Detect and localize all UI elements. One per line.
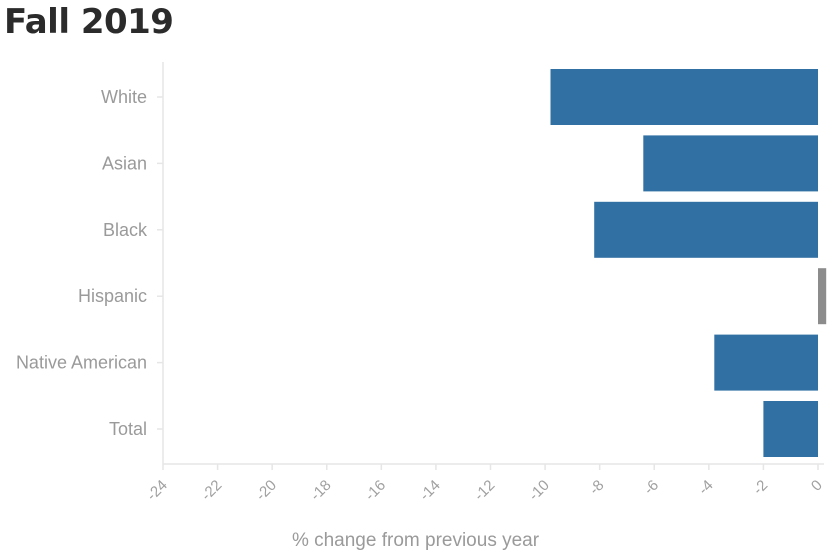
- category-label: Black: [103, 220, 148, 240]
- x-tick-label: -10: [526, 477, 553, 504]
- category-label: White: [101, 87, 147, 107]
- x-axis-ticks: -24 -22 -20 -18 -16 -14 -12 -10 -8 -6 -4 -2 0: [143, 464, 826, 504]
- x-tick-label: -12: [471, 477, 498, 504]
- x-tick-label: -6: [641, 477, 662, 498]
- axes: [157, 62, 824, 465]
- x-tick-label: -2: [750, 477, 771, 498]
- bar-asian[interactable]: [643, 135, 818, 192]
- bar-hispanic[interactable]: [818, 268, 827, 325]
- x-tick-label: -14: [416, 477, 443, 504]
- x-tick-label: 0: [808, 477, 826, 495]
- category-labels: White Asian Black Hispanic Native American To…: [16, 87, 148, 439]
- bars: [550, 69, 827, 457]
- x-tick-label: -24: [143, 477, 170, 504]
- chart-title: Fall 2019: [4, 2, 174, 42]
- x-tick-label: -8: [586, 477, 607, 498]
- x-tick-label: -18: [307, 477, 334, 504]
- x-tick-label: -4: [695, 477, 716, 498]
- category-label: Hispanic: [78, 286, 147, 306]
- bar-white[interactable]: [550, 69, 819, 125]
- bar-total[interactable]: [763, 401, 818, 457]
- x-tick-label: -20: [253, 477, 280, 504]
- x-axis-title: % change from previous year: [292, 530, 540, 551]
- bar-native-american[interactable]: [714, 334, 818, 391]
- category-label: Native American: [16, 353, 147, 373]
- x-tick-label: -22: [198, 477, 225, 504]
- category-label: Total: [109, 419, 147, 439]
- bar-black[interactable]: [594, 201, 818, 258]
- x-tick-label: -16: [362, 477, 389, 504]
- category-label: Asian: [102, 153, 147, 173]
